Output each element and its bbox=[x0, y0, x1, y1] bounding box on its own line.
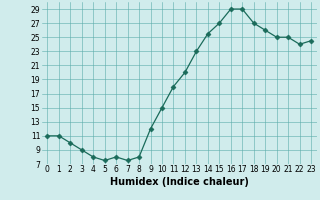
X-axis label: Humidex (Indice chaleur): Humidex (Indice chaleur) bbox=[110, 177, 249, 187]
